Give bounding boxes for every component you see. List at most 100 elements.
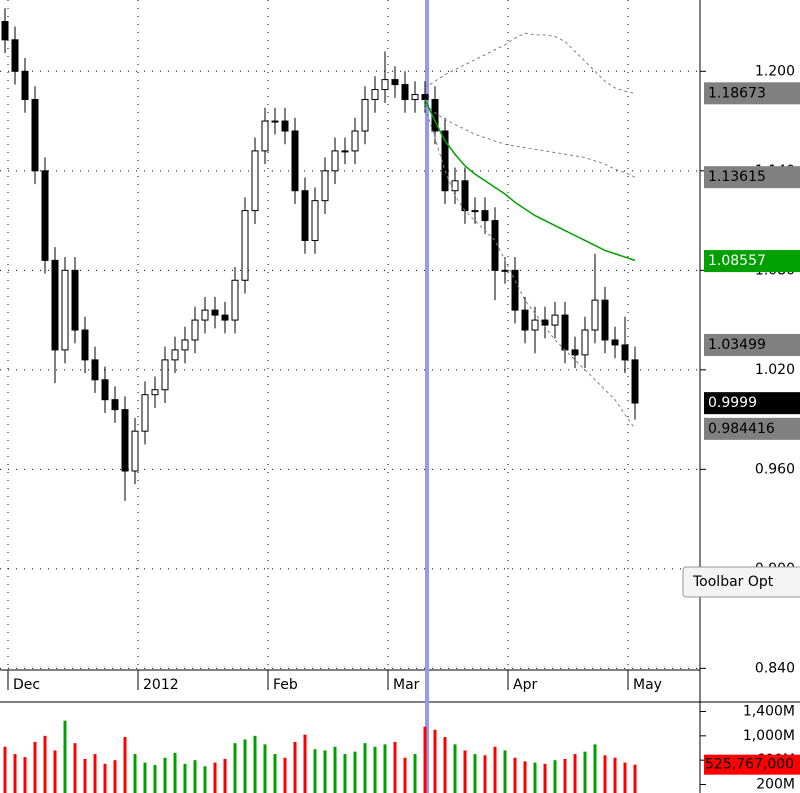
volume-bar xyxy=(143,762,147,793)
price-tag-label: 0.9999 xyxy=(708,395,757,411)
price-tag xyxy=(704,333,800,356)
volume-bar xyxy=(283,757,287,793)
candle-body xyxy=(601,299,609,341)
volume-bar xyxy=(453,744,457,793)
candle-body xyxy=(231,279,239,321)
volume-tick-label: 200M xyxy=(756,776,795,792)
candle-body xyxy=(141,394,149,432)
volume-bar xyxy=(523,761,527,793)
volume-bar xyxy=(93,754,97,793)
volume-bar xyxy=(203,766,207,793)
volume-bar xyxy=(593,744,597,793)
candle-body xyxy=(411,94,419,101)
price-tag xyxy=(704,250,800,273)
volume-bar xyxy=(533,762,537,793)
x-tick-label: May xyxy=(633,677,662,693)
volume-bar xyxy=(503,750,507,793)
volume-bar xyxy=(83,758,87,793)
price-tag-label: 0.984416 xyxy=(708,421,775,437)
candle-body xyxy=(511,269,519,311)
candle-body xyxy=(201,309,209,321)
volume-bar xyxy=(253,735,257,793)
volume-bar xyxy=(173,752,177,793)
candle-body xyxy=(631,359,639,404)
price-tag-label: 1.08557 xyxy=(708,253,766,269)
volume-bar xyxy=(483,755,487,793)
candle-body xyxy=(251,150,259,212)
volume-bar xyxy=(133,754,137,793)
volume-bar xyxy=(493,746,497,793)
candle-body xyxy=(471,210,479,213)
candle-body xyxy=(301,190,309,241)
volume-bar xyxy=(183,763,187,793)
volume-bar xyxy=(263,744,267,793)
candle-body xyxy=(11,39,19,72)
volume-bar xyxy=(273,754,277,793)
volume-bar xyxy=(333,746,337,793)
candle-body xyxy=(261,120,269,152)
x-tick-label: Feb xyxy=(273,677,298,693)
candle-body xyxy=(611,339,619,346)
candle-body xyxy=(321,170,329,202)
candle-body xyxy=(81,329,89,361)
candle-body xyxy=(171,349,179,361)
candle-body xyxy=(541,319,549,326)
volume-bar xyxy=(463,750,467,793)
candle-body xyxy=(621,344,629,361)
candle-body xyxy=(451,180,459,192)
price-tag-label: 1.03499 xyxy=(708,337,766,353)
candle-body xyxy=(101,379,109,401)
volume-bar xyxy=(43,735,47,793)
volume-bar xyxy=(243,739,247,793)
candle-body xyxy=(381,79,389,91)
candle-body xyxy=(281,120,289,132)
volume-bar xyxy=(293,741,297,793)
indicator-line xyxy=(424,107,636,430)
volume-bar xyxy=(313,749,317,793)
volume-bar xyxy=(73,743,77,793)
y-tick-label: 0.840 xyxy=(755,660,795,676)
candle-body xyxy=(121,409,129,472)
candle-body xyxy=(271,120,279,123)
volume-bar xyxy=(3,746,7,793)
candle-body xyxy=(131,430,139,472)
tooltip: Toolbar Opt xyxy=(682,566,800,598)
tooltip-box xyxy=(682,566,800,598)
candle-body xyxy=(571,349,579,356)
candle-body xyxy=(521,309,529,331)
volume-bar xyxy=(413,754,417,793)
price-tag xyxy=(704,392,800,415)
candle-body xyxy=(561,314,569,351)
candle-body xyxy=(311,200,319,241)
candle-body xyxy=(461,180,469,212)
price-tag xyxy=(704,82,800,105)
candle-body xyxy=(401,84,409,101)
x-tick-label: Apr xyxy=(513,677,537,693)
volume-bar xyxy=(393,741,397,793)
candle-body xyxy=(371,89,379,101)
candle-body xyxy=(61,269,69,351)
volume-bar xyxy=(543,763,547,793)
y-tick-label: 1.200 xyxy=(755,63,795,79)
candle-body xyxy=(331,150,339,172)
volume-bar xyxy=(303,734,307,793)
indicator-line xyxy=(424,32,636,94)
volume-bar xyxy=(613,757,617,793)
indicator-line xyxy=(424,104,636,178)
volume-bar xyxy=(163,757,167,793)
price-tag xyxy=(704,417,800,440)
volume-bar xyxy=(223,758,227,793)
volume-bar xyxy=(363,743,367,793)
candle-body xyxy=(481,210,489,222)
volume-tag xyxy=(704,754,800,775)
volume-bar xyxy=(343,754,347,793)
volume-bar xyxy=(603,755,607,793)
volume-bar xyxy=(103,763,107,793)
candle-body xyxy=(341,150,349,153)
volume-bar xyxy=(23,757,27,793)
volume-bar xyxy=(403,757,407,793)
candle-body xyxy=(181,339,189,351)
